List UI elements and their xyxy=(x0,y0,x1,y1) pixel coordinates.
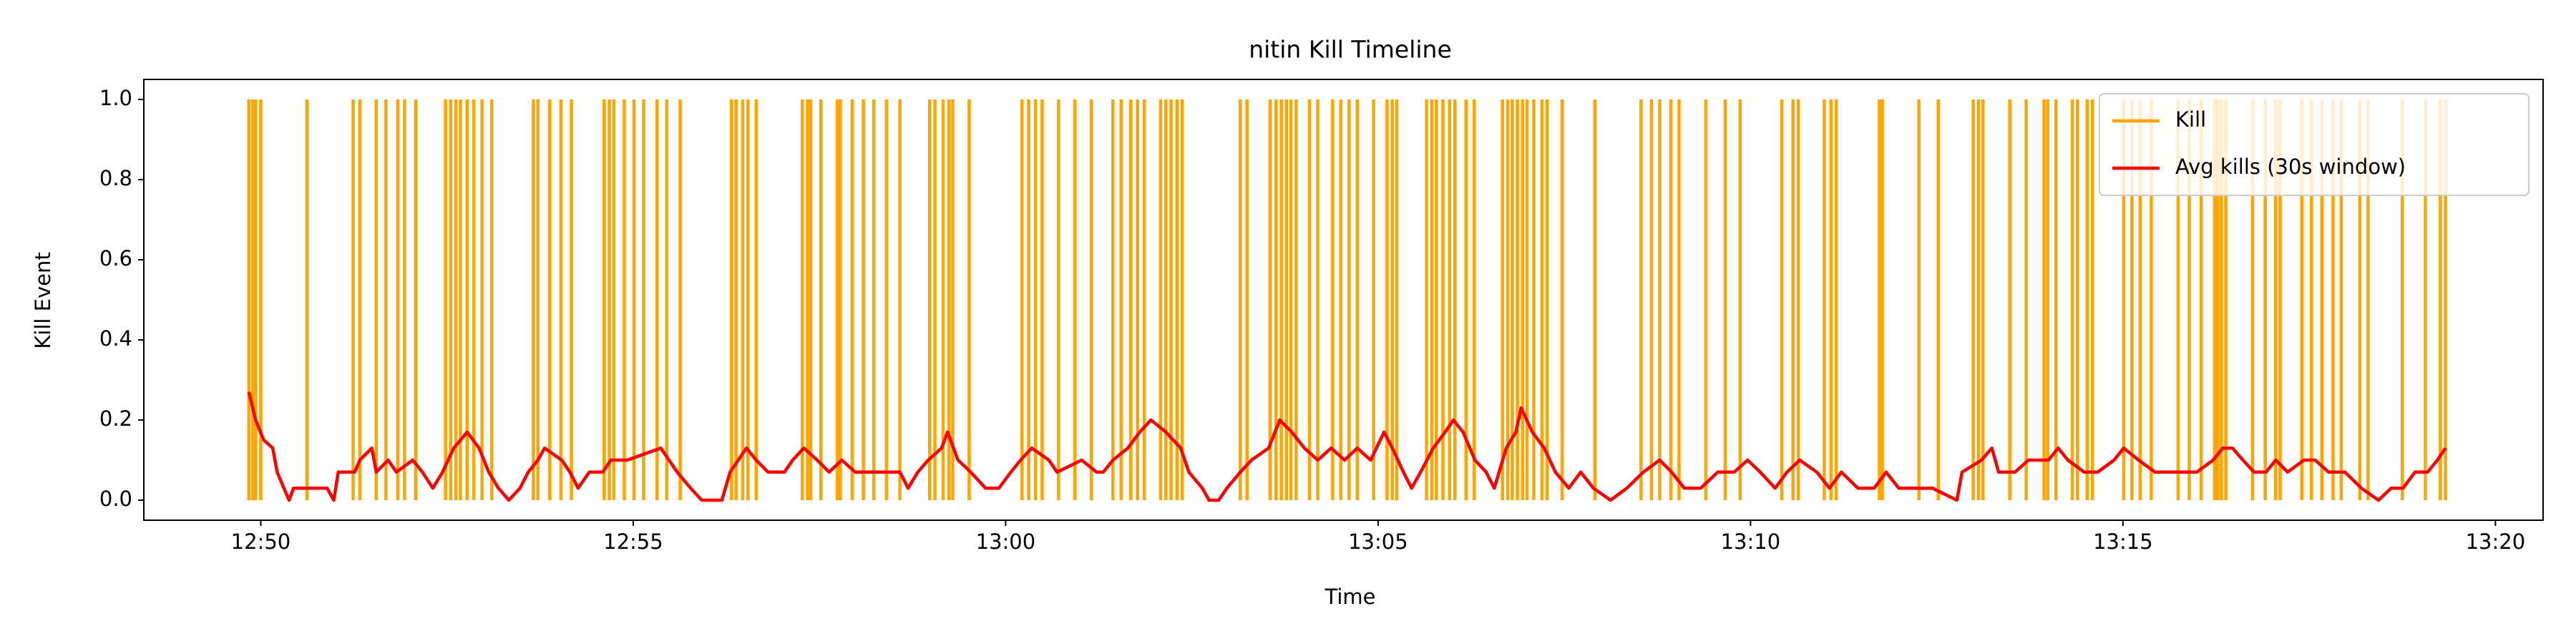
x-tick-label: 13:15 xyxy=(2093,530,2153,554)
x-tick-label: 12:50 xyxy=(231,530,291,554)
y-tick-label: 1.0 xyxy=(99,86,132,110)
x-axis-label: Time xyxy=(1324,585,1376,609)
y-axis-label: Kill Event xyxy=(31,252,55,348)
x-tick-label: 13:10 xyxy=(1721,530,1781,554)
y-tick-label: 0.4 xyxy=(99,326,132,351)
x-tick-label: 13:20 xyxy=(2466,530,2526,554)
y-tick-label: 0.8 xyxy=(99,166,132,190)
plot-frame xyxy=(143,79,2544,521)
x-tick-label: 13:00 xyxy=(976,530,1036,554)
legend-label: Kill xyxy=(2175,107,2206,132)
x-tick-label: 13:05 xyxy=(1348,530,1408,554)
avg-line xyxy=(247,391,2447,502)
chart-title: nitin Kill Timeline xyxy=(1249,36,1452,64)
legend-box xyxy=(2099,93,2529,196)
legend-label: Avg kills (30s window) xyxy=(2175,155,2406,179)
y-tick-label: 0.6 xyxy=(99,246,132,270)
y-tick-label: 0.0 xyxy=(99,487,132,511)
y-tick-label: 0.2 xyxy=(99,406,132,431)
x-tick-label: 12:55 xyxy=(603,530,663,554)
